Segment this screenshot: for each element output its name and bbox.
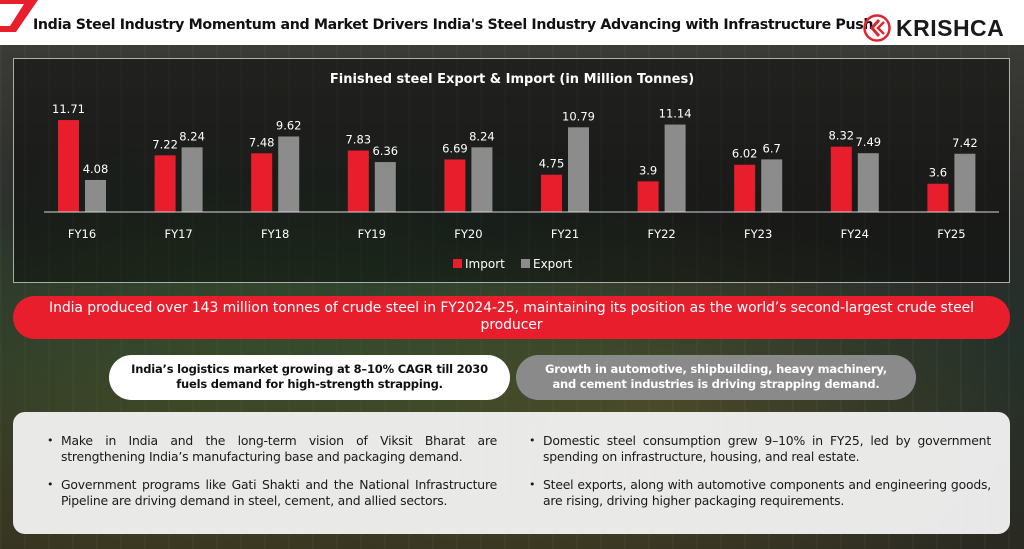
data-label-import-fy17: 7.22 bbox=[152, 137, 178, 151]
data-label-export-fy24: 7.49 bbox=[855, 135, 881, 149]
x-tick-label-fy16: FY16 bbox=[68, 227, 96, 241]
bar-export-fy22 bbox=[664, 124, 686, 212]
chart-title: Finished steel Export & Import (in Milli… bbox=[330, 72, 694, 87]
data-label-export-fy17: 8.24 bbox=[179, 129, 205, 143]
industry-growth-pill: Growth in automotive, shipbuilding, heav… bbox=[516, 355, 916, 400]
logo-text: KRISHCA bbox=[896, 14, 1005, 41]
data-label-import-fy25: 3.6 bbox=[929, 166, 947, 180]
bullet-item: Make in India and the long-term vision o… bbox=[47, 433, 497, 464]
x-tick-label-fy20: FY20 bbox=[454, 227, 482, 241]
bar-import-fy17 bbox=[154, 155, 176, 212]
data-label-export-fy19: 6.36 bbox=[372, 144, 398, 158]
data-label-export-fy25: 7.42 bbox=[952, 136, 978, 150]
bar-export-fy16 bbox=[85, 179, 106, 212]
bullet-item: Steel exports, along with automotive com… bbox=[529, 477, 991, 508]
bar-import-fy21 bbox=[541, 174, 562, 212]
bar-export-fy25 bbox=[954, 153, 976, 212]
data-label-export-fy20: 8.24 bbox=[469, 129, 495, 143]
bar-import-fy25 bbox=[927, 183, 949, 212]
bar-export-fy23 bbox=[761, 159, 783, 212]
data-label-export-fy23: 6.7 bbox=[763, 141, 781, 155]
drivers-info-box: Make in India and the long-term vision o… bbox=[13, 412, 1010, 534]
bar-import-fy19 bbox=[347, 150, 369, 212]
data-label-export-fy18: 9.62 bbox=[276, 118, 302, 132]
data-label-import-fy23: 6.02 bbox=[732, 147, 758, 161]
bullet-item: Government programs like Gati Shakti and… bbox=[47, 477, 497, 508]
bar-export-fy19 bbox=[374, 162, 396, 212]
chart-legend: Import Export bbox=[453, 257, 573, 271]
data-label-export-fy16: 4.08 bbox=[83, 162, 109, 176]
crude-steel-banner: India produced over 143 million tonnes o… bbox=[13, 296, 1010, 339]
krishca-logo[interactable]: KRISHCA bbox=[862, 12, 1004, 44]
bar-import-fy23 bbox=[734, 164, 756, 212]
krishca-k-circle-icon bbox=[863, 14, 891, 42]
legend-label-export: Export bbox=[533, 257, 573, 271]
data-label-export-fy21: 10.79 bbox=[562, 109, 595, 123]
red-chevron-icon bbox=[0, 0, 38, 32]
data-label-import-fy22: 3.9 bbox=[639, 163, 657, 177]
legend-swatch-import bbox=[453, 259, 462, 268]
x-tick-label-fy19: FY19 bbox=[358, 227, 386, 241]
bar-export-fy17 bbox=[181, 147, 203, 212]
bar-chart: Finished steel Export & Import (in Milli… bbox=[44, 72, 999, 271]
bar-import-fy18 bbox=[251, 153, 273, 212]
x-tick-label-fy17: FY17 bbox=[164, 227, 192, 241]
bar-import-fy24 bbox=[830, 146, 852, 212]
legend-swatch-export bbox=[521, 259, 530, 268]
x-tick-label-fy18: FY18 bbox=[261, 227, 289, 241]
data-label-import-fy19: 7.83 bbox=[345, 133, 371, 147]
data-label-import-fy18: 7.48 bbox=[249, 135, 275, 149]
x-tick-label-fy22: FY22 bbox=[647, 227, 675, 241]
data-label-import-fy24: 8.32 bbox=[828, 129, 854, 143]
bar-import-fy20 bbox=[444, 159, 466, 212]
pill-line: India’s logistics market growing at 8–10… bbox=[131, 362, 488, 376]
data-label-import-fy20: 6.69 bbox=[442, 141, 468, 155]
x-tick-label-fy23: FY23 bbox=[744, 227, 772, 241]
bar-import-fy16 bbox=[58, 120, 79, 212]
data-label-export-fy22: 11.14 bbox=[659, 107, 692, 121]
bullet-list-left: Make in India and the long-term vision o… bbox=[47, 433, 497, 521]
bar-export-fy18 bbox=[278, 136, 300, 212]
bar-import-fy22 bbox=[637, 181, 659, 212]
bar-export-fy20 bbox=[471, 147, 493, 212]
bar-export-fy21 bbox=[568, 127, 589, 212]
logistics-growth-pill: India’s logistics market growing at 8–10… bbox=[109, 355, 510, 400]
data-label-import-fy16: 11.71 bbox=[52, 102, 85, 116]
header: India Steel Industry Momentum and Market… bbox=[0, 0, 1024, 45]
data-label-import-fy21: 4.75 bbox=[539, 157, 565, 171]
bullet-item: Domestic steel consumption grew 9–10% in… bbox=[529, 433, 991, 464]
x-tick-label-fy21: FY21 bbox=[551, 227, 579, 241]
legend-label-import: Import bbox=[465, 257, 505, 271]
chart-container: Finished steel Export & Import (in Milli… bbox=[13, 58, 1010, 283]
x-tick-label-fy25: FY25 bbox=[937, 227, 965, 241]
page-title: India Steel Industry Momentum and Market… bbox=[33, 17, 874, 33]
pill-line: and cement industries is driving strappi… bbox=[552, 377, 880, 391]
pill-line: fuels demand for high-strength strapping… bbox=[176, 377, 443, 391]
x-tick-label-fy24: FY24 bbox=[841, 227, 869, 241]
bullet-list-right: Domestic steel consumption grew 9–10% in… bbox=[529, 433, 991, 521]
pill-line: Growth in automotive, shipbuilding, heav… bbox=[545, 362, 887, 376]
bar-export-fy24 bbox=[857, 153, 879, 212]
